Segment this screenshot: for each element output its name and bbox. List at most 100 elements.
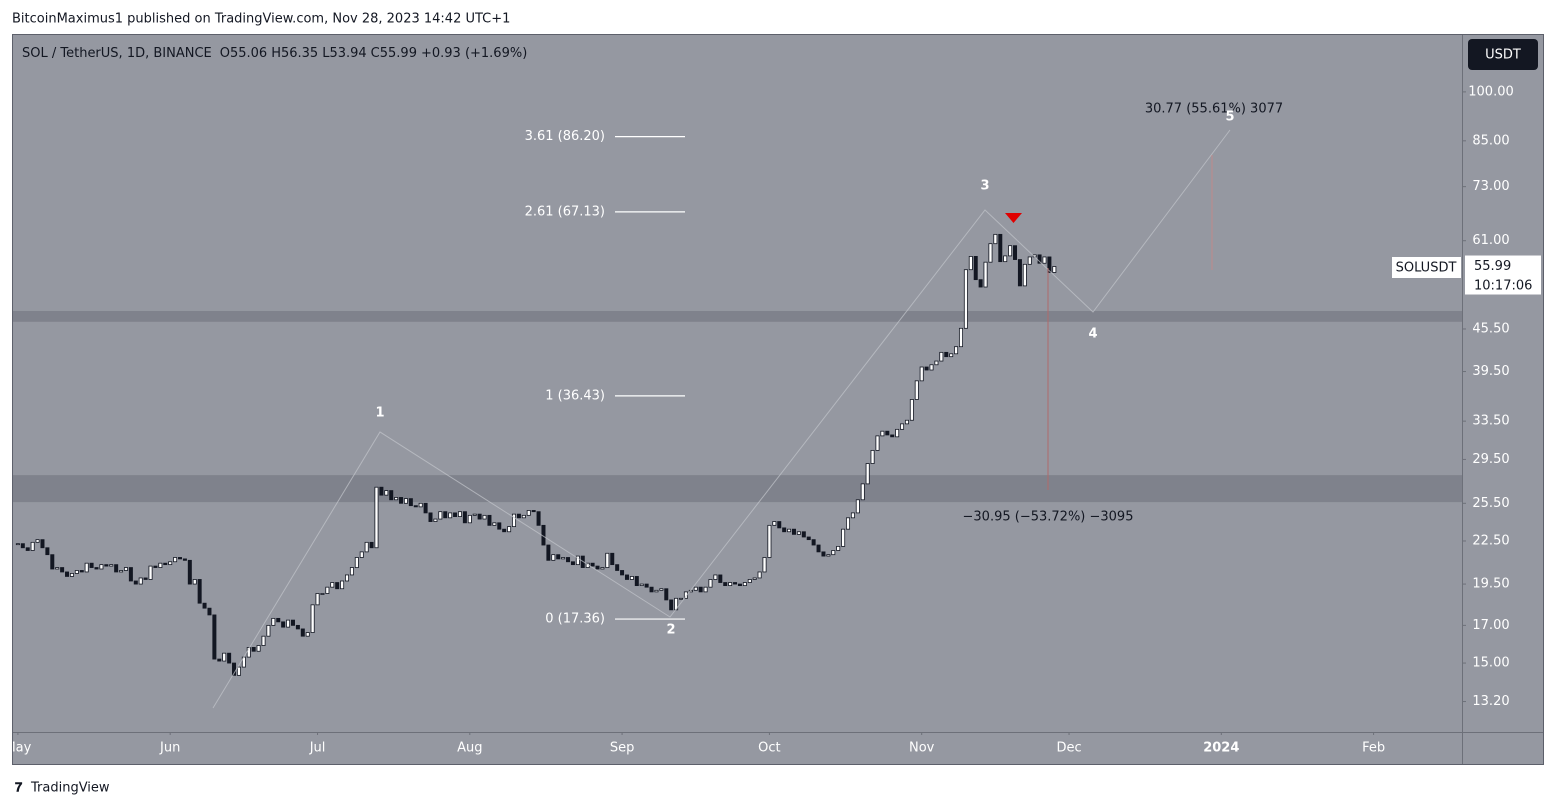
candle <box>325 586 330 594</box>
candle <box>443 511 448 519</box>
candle <box>998 233 1003 263</box>
candle <box>939 351 944 362</box>
candle <box>590 562 595 567</box>
candle <box>477 513 482 520</box>
candle <box>428 512 433 522</box>
measure-label: 30.77 (55.61%) 3077 <box>1145 102 1283 117</box>
x-tick-label: Oct <box>758 741 780 756</box>
candle <box>556 554 561 560</box>
candle <box>1052 266 1057 273</box>
legend-item: C55.99 <box>371 46 417 61</box>
candle <box>423 502 428 514</box>
support-zone <box>13 475 1462 503</box>
candle <box>290 619 295 626</box>
candle <box>286 619 291 628</box>
candle <box>492 522 497 526</box>
candle <box>403 498 408 504</box>
candle <box>359 551 364 558</box>
y-tick-label: 85.00 <box>1472 133 1509 148</box>
candle <box>212 614 217 660</box>
unit-label[interactable]: USDT <box>1485 48 1521 63</box>
candle <box>178 557 183 560</box>
candle <box>865 463 870 485</box>
candle <box>276 617 281 623</box>
candle <box>207 607 212 616</box>
candle <box>757 571 762 579</box>
candle <box>737 583 742 587</box>
candle <box>349 567 354 576</box>
candle <box>227 652 232 664</box>
candle <box>624 574 629 580</box>
x-tick-label: Jun <box>159 741 180 756</box>
candle <box>875 435 880 451</box>
y-tick-label: 19.50 <box>1472 577 1509 592</box>
candle <box>742 582 747 587</box>
candle <box>615 564 620 571</box>
candle <box>1003 255 1008 263</box>
candle <box>315 593 320 606</box>
candle <box>723 582 728 587</box>
fib-label: 3.61 (86.20) <box>525 129 605 144</box>
candle <box>836 545 841 551</box>
candle <box>84 562 89 573</box>
candle <box>40 539 45 549</box>
candle <box>762 557 767 573</box>
candle <box>453 512 458 517</box>
wave-label: 4 <box>1088 327 1097 342</box>
candle <box>904 419 909 425</box>
candle <box>413 505 418 508</box>
candle <box>143 577 148 580</box>
candle <box>158 562 163 568</box>
candle <box>399 497 404 504</box>
candle <box>841 528 846 547</box>
candle <box>924 366 929 371</box>
candle <box>79 570 84 573</box>
candle <box>516 513 521 519</box>
candle <box>698 586 703 593</box>
candle <box>973 256 978 281</box>
candle <box>94 567 99 570</box>
candle <box>133 580 138 585</box>
candle <box>197 579 202 604</box>
legend-item: L53.94 <box>322 46 366 61</box>
candle <box>1042 256 1047 264</box>
candle <box>708 579 713 588</box>
candle <box>1047 256 1052 273</box>
candle <box>570 561 575 566</box>
candle <box>340 580 345 590</box>
candle <box>796 531 801 535</box>
candle <box>551 554 556 561</box>
last-price: 55.99 <box>1474 259 1511 274</box>
candle <box>394 497 399 501</box>
candle <box>384 490 389 496</box>
candle <box>187 559 192 585</box>
candle <box>379 486 384 496</box>
candle <box>182 558 187 561</box>
candle <box>173 557 178 563</box>
chart-frame <box>12 34 1544 765</box>
candle <box>20 543 25 549</box>
candle <box>236 666 241 676</box>
wave-label: 5 <box>1225 110 1234 125</box>
legend-item: +0.93 (+1.69%) <box>421 46 527 61</box>
candle <box>345 574 350 582</box>
candle <box>679 597 684 600</box>
candle <box>855 499 860 514</box>
symbol-label: SOLUSDT <box>1396 261 1457 276</box>
candle <box>600 567 605 570</box>
candle <box>620 570 625 576</box>
candle <box>109 564 114 567</box>
candle <box>831 550 836 556</box>
candle <box>433 518 438 522</box>
candle <box>561 557 566 560</box>
candle <box>148 565 153 580</box>
support-zone <box>13 310 1462 322</box>
candle <box>271 617 276 626</box>
candle <box>65 571 70 577</box>
candle <box>659 588 664 591</box>
unit-button[interactable] <box>1468 39 1538 70</box>
logo-icon: 𝟕 <box>15 781 23 796</box>
candle <box>664 588 669 601</box>
fib-label: 0 (17.36) <box>545 612 605 627</box>
